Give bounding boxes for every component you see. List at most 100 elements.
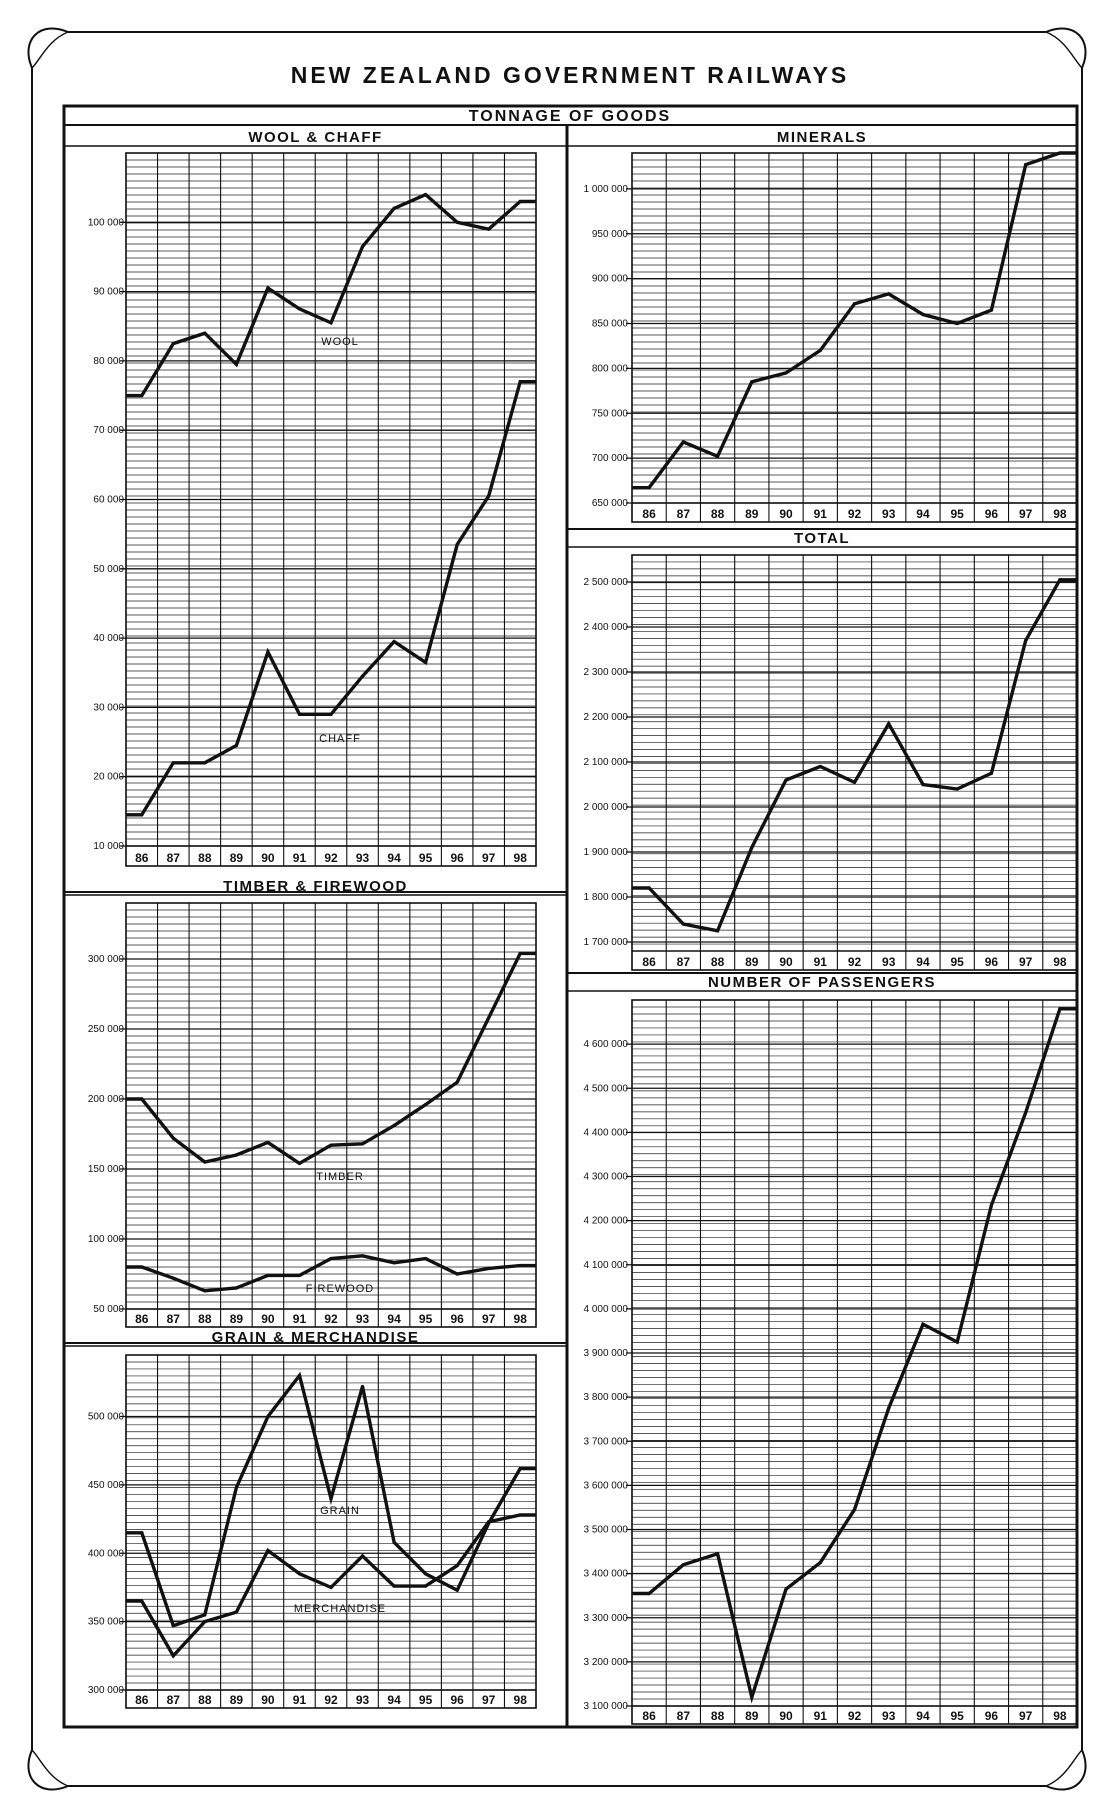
data-point bbox=[297, 1572, 302, 1576]
data-point bbox=[329, 1585, 333, 1590]
data-point bbox=[647, 1591, 651, 1596]
y-tick-label: 2 500 000 bbox=[584, 577, 629, 588]
chart-title: NUMBER OF PASSENGERS bbox=[708, 974, 936, 991]
x-tick-label: 87 bbox=[167, 1312, 181, 1326]
x-tick-label: 91 bbox=[293, 1312, 307, 1326]
data-point bbox=[140, 1097, 144, 1101]
x-tick-label: 94 bbox=[387, 1312, 401, 1326]
data-point bbox=[329, 1496, 333, 1501]
x-tick-label: 88 bbox=[711, 955, 725, 969]
x-tick-label: 89 bbox=[745, 955, 759, 969]
data-point bbox=[203, 1160, 207, 1164]
data-point bbox=[360, 674, 365, 678]
y-tick-label: 100 000 bbox=[88, 217, 125, 228]
data-point bbox=[297, 712, 302, 716]
plot-frame bbox=[631, 152, 1078, 523]
chart-title: GRAIN & MERCHANDISE bbox=[212, 1329, 420, 1346]
x-tick-label: 88 bbox=[198, 1312, 212, 1326]
y-tick-label: 2 100 000 bbox=[584, 757, 629, 768]
x-tick-label: 88 bbox=[198, 851, 212, 865]
y-tick-label: 70 000 bbox=[93, 425, 124, 436]
x-tick-label: 96 bbox=[450, 851, 464, 865]
data-point bbox=[921, 782, 925, 787]
x-tick-label: 94 bbox=[916, 507, 930, 521]
data-point bbox=[392, 1584, 396, 1588]
y-tick-label: 2 300 000 bbox=[584, 667, 629, 678]
data-point bbox=[203, 1613, 207, 1617]
data-point bbox=[297, 1161, 302, 1165]
data-point bbox=[266, 286, 270, 290]
data-point bbox=[234, 362, 238, 366]
y-tick-label: 10 000 bbox=[93, 841, 124, 852]
series-label-firewood: FIREWOOD bbox=[306, 1283, 375, 1295]
data-point bbox=[989, 308, 994, 312]
series-label-wool: WOOL bbox=[321, 336, 359, 348]
y-tick-label: 4 000 000 bbox=[584, 1304, 629, 1315]
chart-minerals: MINERALS 650 000 700 000 750 000 800 000 850 … bbox=[567, 129, 1078, 523]
y-tick-label: 20 000 bbox=[93, 772, 124, 783]
series-label-grain: GRAIN bbox=[320, 1505, 360, 1517]
data-point bbox=[455, 1563, 459, 1568]
x-tick-label: 98 bbox=[514, 1693, 528, 1707]
data-point bbox=[455, 1080, 459, 1084]
data-point bbox=[955, 321, 959, 326]
x-tick-label: 98 bbox=[514, 1312, 528, 1326]
x-tick-label: 86 bbox=[642, 955, 656, 969]
series-label-timber: TIMBER bbox=[316, 1171, 364, 1183]
y-tick-label: 3 500 000 bbox=[584, 1525, 629, 1536]
chart-passengers: NUMBER OF PASSENGERS 3 100 000 3 200 000 3 … bbox=[567, 974, 1078, 1725]
data-point bbox=[518, 951, 522, 956]
data-point bbox=[455, 1588, 459, 1592]
x-tick-label: 87 bbox=[677, 507, 691, 521]
x-tick-label: 92 bbox=[324, 1312, 338, 1326]
data-point bbox=[171, 1276, 175, 1280]
x-tick-label: 90 bbox=[779, 507, 793, 521]
data-point bbox=[818, 764, 822, 769]
y-tick-label: 4 400 000 bbox=[584, 1127, 629, 1138]
x-tick-label: 86 bbox=[642, 507, 656, 521]
x-tick-label: 92 bbox=[324, 1693, 338, 1707]
data-point bbox=[750, 1695, 754, 1699]
x-tick-label: 94 bbox=[916, 955, 930, 969]
y-tick-label: 4 300 000 bbox=[584, 1172, 629, 1183]
y-tick-label: 300 000 bbox=[88, 954, 125, 965]
x-tick-label: 88 bbox=[711, 507, 725, 521]
data-point bbox=[750, 845, 754, 850]
data-point bbox=[171, 1624, 175, 1628]
x-tick-label: 98 bbox=[1053, 955, 1067, 969]
data-point bbox=[647, 886, 651, 890]
y-tick-label: 1 800 000 bbox=[584, 892, 629, 903]
y-tick-label: 300 000 bbox=[88, 1685, 125, 1696]
data-point bbox=[392, 206, 396, 211]
data-point bbox=[203, 1289, 207, 1293]
data-point bbox=[487, 1016, 491, 1020]
y-tick-label: 150 000 bbox=[88, 1164, 125, 1175]
x-tick-label: 93 bbox=[882, 955, 896, 969]
data-point bbox=[455, 220, 459, 224]
data-point bbox=[171, 761, 175, 765]
x-tick-label: 97 bbox=[1019, 955, 1033, 969]
y-tick-label: 200 000 bbox=[88, 1094, 125, 1105]
data-point bbox=[455, 1272, 459, 1276]
y-tick-label: 400 000 bbox=[88, 1548, 125, 1559]
corner-ornament-bottom-right bbox=[1045, 1749, 1087, 1791]
x-tick-label: 92 bbox=[324, 851, 338, 865]
data-point bbox=[955, 1340, 959, 1344]
x-tick-label: 87 bbox=[677, 955, 691, 969]
data-point bbox=[1058, 1007, 1062, 1011]
x-tick-label: 91 bbox=[814, 955, 828, 969]
x-tick-label: 96 bbox=[985, 507, 999, 521]
x-tick-label: 95 bbox=[419, 1693, 433, 1707]
data-point bbox=[140, 813, 144, 817]
y-tick-label: 2 000 000 bbox=[584, 802, 629, 813]
y-tick-label: 1 000 000 bbox=[584, 184, 629, 195]
data-point bbox=[818, 1560, 822, 1565]
data-point bbox=[266, 1548, 270, 1553]
y-tick-label: 4 200 000 bbox=[584, 1216, 629, 1227]
data-point bbox=[297, 1373, 302, 1378]
x-tick-label: 94 bbox=[387, 1693, 401, 1707]
x-tick-label: 90 bbox=[261, 1693, 275, 1707]
data-point bbox=[681, 1563, 685, 1567]
x-tick-label: 95 bbox=[419, 851, 433, 865]
data-point bbox=[329, 1143, 333, 1147]
